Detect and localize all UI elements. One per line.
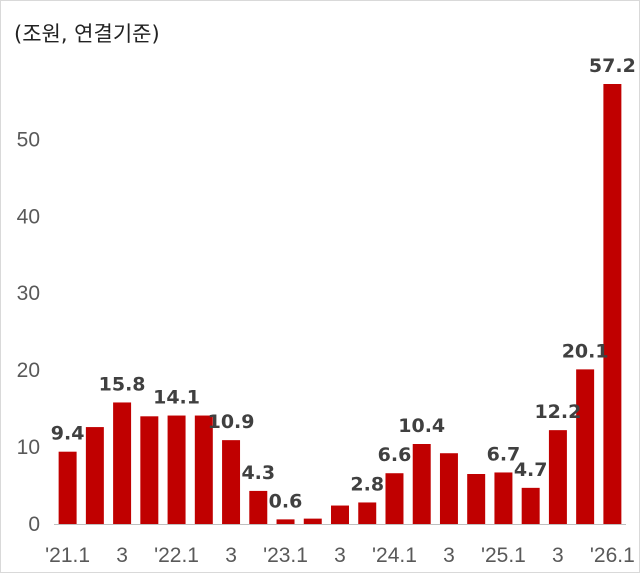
y-tick-label: 0 xyxy=(28,513,40,536)
bars xyxy=(58,84,622,524)
data-label: 6.7 xyxy=(487,443,521,465)
bar xyxy=(140,416,159,524)
bar xyxy=(194,415,213,524)
data-label: 10.9 xyxy=(208,411,255,433)
data-label: 9.4 xyxy=(51,423,85,445)
bar xyxy=(331,505,349,524)
bar xyxy=(113,402,132,524)
bar xyxy=(358,502,377,524)
x-tick-label: 3 xyxy=(552,544,564,567)
x-tick-label: '24.1 xyxy=(372,544,417,567)
bar xyxy=(412,444,431,524)
bar xyxy=(576,369,595,524)
bar xyxy=(222,440,241,524)
bar xyxy=(548,430,567,524)
data-label: 20.1 xyxy=(562,340,609,362)
data-label: 15.8 xyxy=(99,373,146,395)
bar xyxy=(494,472,513,524)
data-label: 14.1 xyxy=(153,387,200,409)
y-tick-label: 10 xyxy=(17,436,40,459)
x-tick-label: '23.1 xyxy=(263,544,308,567)
x-tick-label: '26.1 xyxy=(590,544,635,567)
y-tick-label: 20 xyxy=(17,359,40,382)
data-label: 4.3 xyxy=(241,462,275,484)
data-label: 4.7 xyxy=(514,459,548,481)
bar xyxy=(249,490,268,524)
bar xyxy=(85,427,104,524)
data-label: 0.6 xyxy=(269,490,303,512)
x-tick-label: '25.1 xyxy=(481,544,526,567)
x-tick-label: 3 xyxy=(334,544,346,567)
data-labels: 9.4 15.8 14.1 10.9 4.3 0.6 2.8 6.6 10.4 6.74.7 12.… xyxy=(51,55,636,512)
bar xyxy=(385,473,404,524)
bar xyxy=(303,518,322,524)
y-tick-label: 40 xyxy=(17,205,40,228)
bar xyxy=(603,84,622,524)
bar xyxy=(439,453,458,524)
x-tick-label: '22.1 xyxy=(154,544,199,567)
bar xyxy=(276,519,295,524)
y-tick-label: 50 xyxy=(17,128,40,151)
data-label: 57.2 xyxy=(589,55,636,77)
x-axis-ticks: '21.1 3 '22.1 3 '23.1 3 '24.1 3 '25.1 3 '26.1 xyxy=(45,544,635,567)
bar xyxy=(167,415,186,524)
x-tick-label: '21.1 xyxy=(45,544,90,567)
x-tick-label: 3 xyxy=(225,544,237,567)
y-tick-label: 30 xyxy=(17,282,40,305)
bar xyxy=(58,451,77,524)
x-tick-label: 3 xyxy=(116,544,128,567)
y-axis-ticks: 0 10 20 30 40 50 xyxy=(17,128,40,536)
data-label: 6.6 xyxy=(378,444,412,466)
data-label: 12.2 xyxy=(534,401,581,423)
unit-label: (조원, 연결기준) xyxy=(14,22,160,46)
bar xyxy=(467,474,486,524)
x-tick-label: 3 xyxy=(443,544,455,567)
bar xyxy=(521,487,540,524)
data-label: 2.8 xyxy=(350,473,384,495)
data-label: 10.4 xyxy=(398,415,445,437)
